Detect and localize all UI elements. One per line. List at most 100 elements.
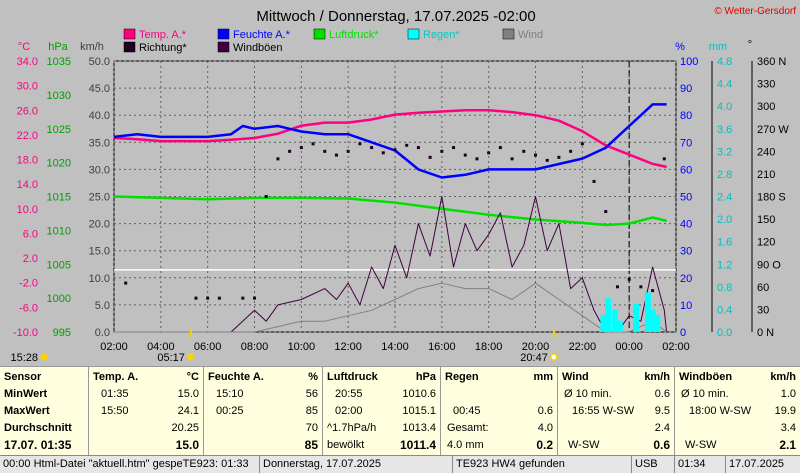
sunrise-icon (187, 353, 195, 361)
rain-tick-label: 2.4 (717, 192, 732, 204)
legend-label: Wind (518, 29, 543, 41)
temp-tick-label: 14.0 (17, 179, 38, 191)
temp-current: 15.0 (175, 438, 199, 452)
series-line-tempa (113, 109, 667, 169)
legend: Temp. A.* Feuchte A.* Luftdruck* Regen* Wind… (123, 28, 543, 54)
summary-table: Sensor MinWert MaxWert Durchschnitt 17.0… (0, 366, 800, 455)
x-tick-label: 14:00 (381, 341, 409, 353)
pressure-tick-label: 1015 (47, 192, 71, 204)
series-line-feuchtea (113, 103, 667, 179)
humidity-tick-label: 70 (680, 137, 692, 149)
col-wind: Wind km/h Ø 10 min. 0.6 16:55 W-SW 9.5 2.4 … (558, 367, 674, 455)
wind-dir: W-SW (568, 439, 600, 451)
time-left-label: 15:28 (10, 352, 38, 364)
direction-point (662, 157, 666, 161)
humidity-tick-label: 20 (680, 273, 692, 285)
status-date: Donnerstag, 17.07.2025 (259, 456, 453, 473)
legend-label: Feuchte A.* (233, 29, 291, 41)
humidity-unit-label: % (675, 41, 685, 53)
direction-point (627, 277, 631, 281)
temp-head: Temp. A. (93, 371, 139, 383)
direction-point (323, 149, 327, 153)
pressure-avg: 1013.4 (402, 422, 436, 434)
sun-markers: 05:17 20:47 15:28 (10, 330, 558, 364)
wind-max-time: 16:55 W-SW (572, 405, 635, 417)
legend-label: Temp. A.* (139, 29, 187, 41)
rain-today: 4.0 mm (447, 439, 484, 451)
status-day: 17.07.2025 (725, 456, 800, 473)
direction-point (381, 151, 385, 155)
col-humidity: Feuchte A.% 15:10 56 00:25 85 70 85 (204, 367, 322, 455)
direction-point (311, 142, 315, 146)
humidity-tick-label: 80 (680, 110, 692, 122)
wind-tick-label: 50.0 (89, 56, 110, 68)
temp-tick-label: 22.0 (17, 130, 38, 142)
temp-min-time: 01:35 (101, 388, 129, 400)
direction-tick-label: 60 (757, 282, 769, 294)
x-tick-label: 04:00 (147, 341, 175, 353)
temp-tick-label: -6.0 (19, 302, 38, 314)
col-gusts: Windböen km/h Ø 10 min. 1.0 18:00 W-SW 19.9… (675, 367, 800, 455)
direction-point (194, 296, 198, 300)
gusts-avg10-label: Ø 10 min. (681, 388, 729, 400)
direction-point (264, 195, 268, 198)
direction-point (604, 210, 608, 214)
wind-avg10: 0.6 (654, 388, 670, 400)
direction-point (545, 158, 549, 162)
sensor-head: Sensor (4, 371, 42, 383)
direction-point (334, 153, 338, 157)
direction-point (498, 146, 502, 150)
legend-label: Windböen (233, 42, 283, 54)
rain-tick-label: 0.8 (717, 282, 732, 294)
humidity-tick-label: 10 (680, 300, 692, 312)
wind-head: Wind (562, 371, 589, 383)
legend-label: Luftdruck* (329, 29, 379, 41)
col-pressure: Luftdruck hPa 20:55 1010.6 02:00 1015.1 ^1.… (323, 367, 440, 455)
pressure-tick-label: 1005 (47, 259, 71, 271)
x-tick-label: 08:00 (241, 341, 269, 353)
pressure-tick-label: 1035 (47, 56, 71, 68)
rain-tick-label: 0.0 (717, 327, 732, 339)
x-tick-label: 02:00 (100, 341, 128, 353)
pressure-min-time: 20:55 (335, 388, 363, 400)
wind-tick-label: 25.0 (89, 192, 110, 204)
direction-point (253, 296, 256, 300)
wind-unit: km/h (644, 371, 670, 383)
gusts-avg10: 1.0 (780, 388, 796, 400)
temp-tick-label: 6.0 (23, 228, 38, 240)
direction-point (569, 149, 573, 153)
temp-tick-label: 2.0 (23, 253, 38, 265)
gusts-max: 19.9 (774, 405, 796, 417)
temp-min: 15.0 (177, 388, 199, 400)
sensor-row-min: MinWert (4, 388, 48, 400)
direction-point (580, 142, 584, 146)
direction-tick-label: 300 (757, 101, 775, 113)
legend-label: Richtung* (139, 42, 187, 54)
direction-tick-label: 210 (757, 169, 775, 181)
wind-tick-label: 15.0 (89, 246, 110, 258)
status-time: 01:34 (674, 456, 726, 473)
pressure-tick-label: 1030 (47, 90, 71, 102)
rain-tick-label: 2.8 (717, 169, 732, 181)
status-usb: USB (631, 456, 675, 473)
pressure-tick-label: 1020 (47, 158, 71, 170)
pressure-max-time: 02:00 (335, 405, 363, 417)
legend-swatch (217, 41, 230, 53)
rain-bar (612, 309, 619, 332)
humidity-unit: % (308, 371, 318, 383)
rain-bar (644, 292, 651, 332)
direction-tick-label: 0 N (757, 327, 774, 339)
sensor-row-max: MaxWert (4, 405, 50, 417)
temp-tick-label: 18.0 (17, 155, 38, 167)
pressure-forecast: bewölkt (327, 439, 365, 451)
direction-unit-label: ° (748, 39, 752, 51)
direction-point (615, 285, 619, 289)
rain-total: 4.0 (537, 422, 553, 434)
humidity-tick-label: 60 (680, 164, 692, 176)
wind-avg: 2.4 (654, 422, 670, 434)
wind-avg10-label: Ø 10 min. (564, 388, 612, 400)
legend-label: Regen* (423, 29, 460, 41)
x-tick-label: 16:00 (428, 341, 456, 353)
rain-total-label: Gesamt: (447, 422, 489, 434)
direction-tick-label: 90 O (757, 259, 781, 271)
